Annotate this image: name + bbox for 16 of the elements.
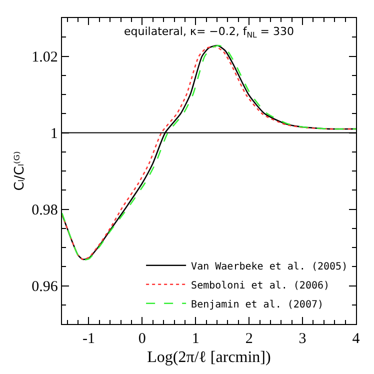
- y-axis-title: Cₗ/Cₗ⁽ᴳ⁾: [12, 151, 28, 191]
- x-tick-label: 1: [192, 331, 200, 348]
- legend-label: Van Waerbeke et al. (2005): [191, 261, 348, 272]
- x-tick-label: 3: [298, 331, 306, 348]
- legend-label: Semboloni et al. (2006): [191, 280, 330, 292]
- x-tick-label: 2: [245, 331, 253, 348]
- legend-label: Benjamin et al. (2007): [191, 299, 324, 310]
- y-tick-label: 0.98: [32, 202, 58, 218]
- x-axis-title: Log(2π/ℓ [arcmin]): [147, 348, 271, 366]
- y-tick-label: 0.96: [32, 279, 58, 295]
- x-tick-label: 4: [352, 331, 360, 348]
- y-tick-label: 1.02: [32, 50, 58, 66]
- annotation: equilateral, κ= −0.2, f$_{NL}$ = 330: [124, 25, 294, 40]
- x-tick-label: -1: [82, 331, 95, 348]
- y-tick-label: 1: [50, 126, 58, 142]
- x-tick-label: 0: [138, 331, 146, 348]
